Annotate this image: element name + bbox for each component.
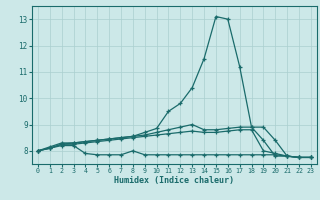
X-axis label: Humidex (Indice chaleur): Humidex (Indice chaleur) [115, 176, 234, 185]
